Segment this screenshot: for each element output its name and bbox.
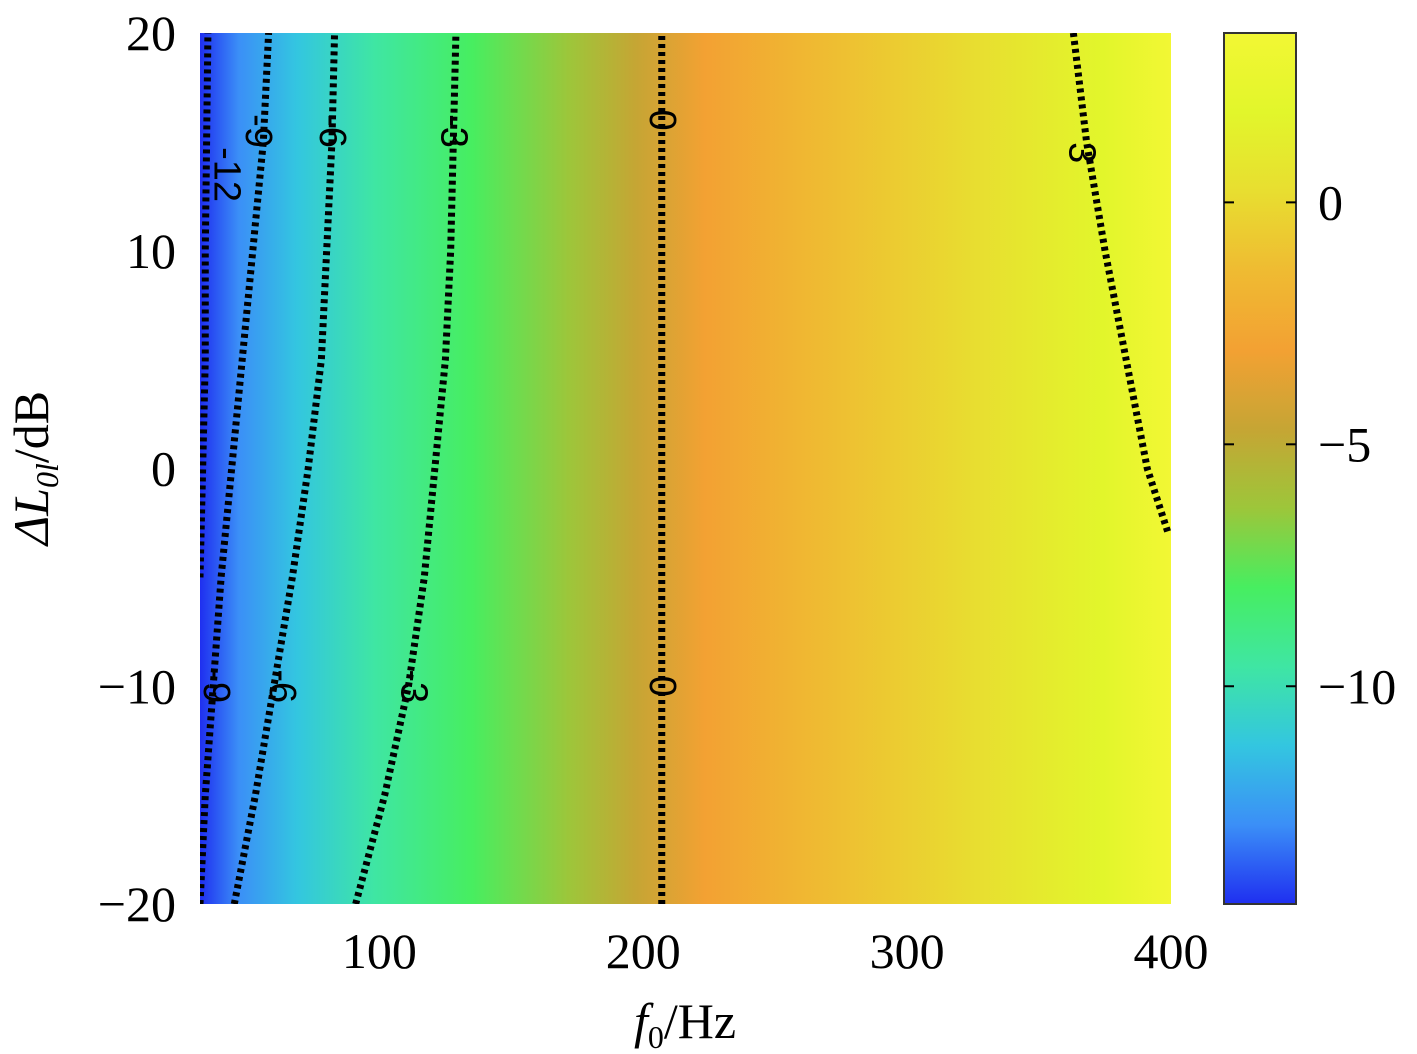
colorbar: 0 −5 −10 xyxy=(1223,32,1396,905)
contour-label: 3 xyxy=(1060,142,1102,163)
contour-label: -12 xyxy=(205,147,247,202)
x-tick-label: 400 xyxy=(1134,923,1209,979)
y-tick-label: −10 xyxy=(98,658,176,714)
x-axis-ticks: 100 200 300 400 xyxy=(342,923,1209,979)
contour-line xyxy=(200,33,212,578)
y-tick-label: 20 xyxy=(126,5,176,61)
color-field xyxy=(200,33,1171,904)
contour-lines xyxy=(200,33,1171,904)
x-axis-title-sub: 0 xyxy=(648,1019,664,1054)
contour-line xyxy=(230,33,339,904)
x-axis-title: f0/Hz xyxy=(634,993,736,1054)
y-tick-label: −20 xyxy=(98,876,176,932)
colorbar-tick-label: −10 xyxy=(1318,658,1396,714)
y-axis-title-prefix: ΔL xyxy=(3,488,59,547)
x-tick-label: 300 xyxy=(870,923,945,979)
y-tick-label: 0 xyxy=(151,441,176,497)
contour-line xyxy=(1069,33,1171,535)
x-tick-label: 100 xyxy=(342,923,417,979)
contour-label: -9 xyxy=(195,669,237,703)
contour-label: -3 xyxy=(393,669,435,703)
contour-line xyxy=(352,33,460,904)
y-axis-ticks: 20 10 0 −10 −20 xyxy=(98,5,176,932)
y-axis-title-rest: /dB xyxy=(3,391,59,463)
colorbar-ticks: 0 −5 −10 xyxy=(1224,174,1396,714)
contour-label: -9 xyxy=(237,114,279,148)
contour-label: -3 xyxy=(432,114,474,148)
contour-label: -6 xyxy=(311,114,353,148)
y-axis-title: ΔL0l/dB xyxy=(3,391,65,547)
colorbar-tick-label: −5 xyxy=(1318,416,1371,472)
contour-label: -6 xyxy=(261,669,303,703)
colorbar-scale xyxy=(1223,32,1297,905)
x-axis-title-rest: /Hz xyxy=(664,993,736,1049)
contour-line xyxy=(200,33,273,904)
contour-label: 0 xyxy=(641,110,683,131)
y-tick-label: 10 xyxy=(126,223,176,279)
colorbar-tick-label: 0 xyxy=(1318,174,1343,230)
contour-label: 0 xyxy=(641,676,683,697)
x-tick-label: 200 xyxy=(606,923,681,979)
y-axis-title-sub: 0l xyxy=(29,463,65,488)
